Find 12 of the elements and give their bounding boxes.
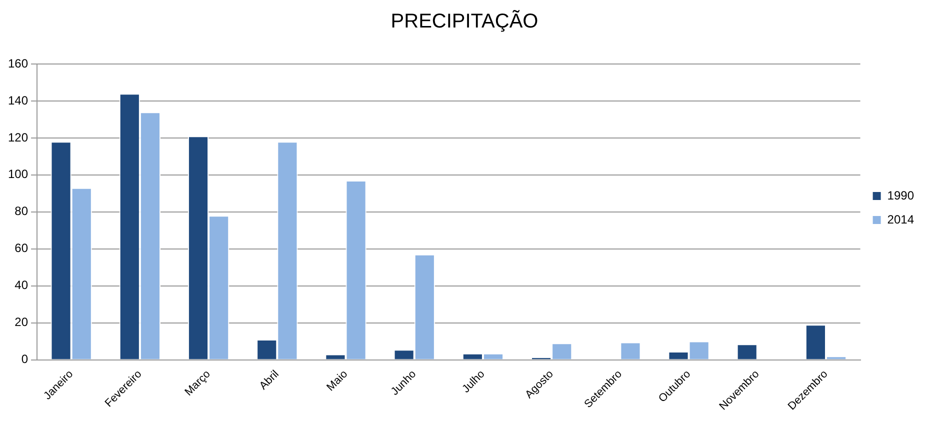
y-tick-label: 40 (14, 278, 28, 292)
legend-label: 1990 (887, 188, 914, 202)
y-tick-label: 0 (21, 352, 28, 366)
y-tick-label: 140 (8, 93, 28, 108)
y-tick-label: 20 (14, 315, 28, 330)
chart-title: PRECIPITAÇÃO (390, 10, 538, 33)
legend-label: 2014 (887, 212, 914, 226)
y-tick-label: 120 (8, 130, 28, 144)
y-tick-label: 60 (14, 241, 28, 256)
y-tick-label: 160 (8, 56, 28, 70)
y-tick-label: 80 (14, 204, 28, 218)
y-tick-label: 100 (8, 167, 28, 182)
